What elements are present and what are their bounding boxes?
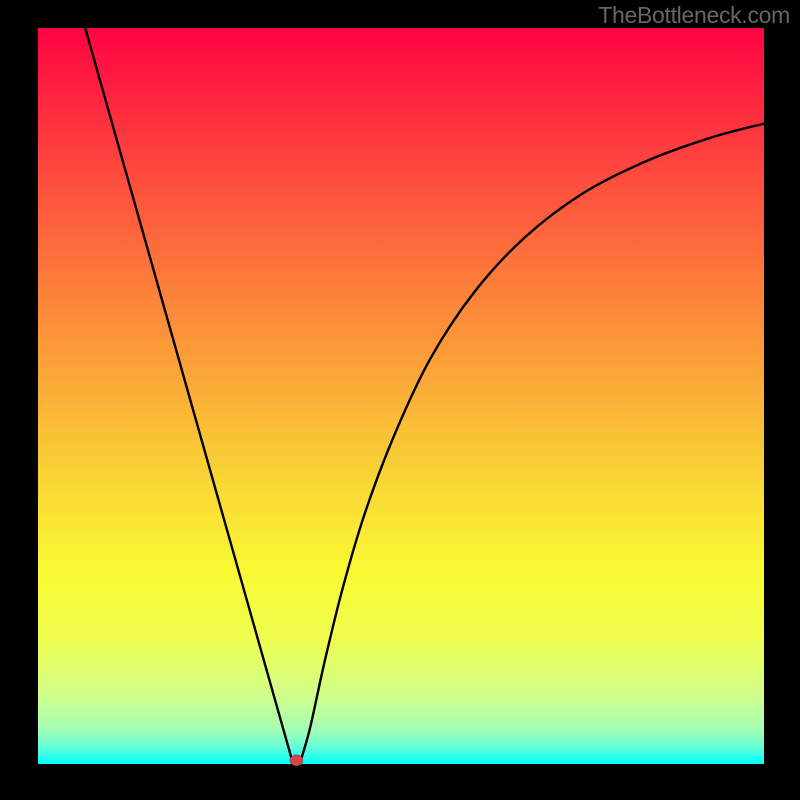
chart-container: TheBottleneck.com xyxy=(0,0,800,800)
plot-background xyxy=(38,28,764,764)
watermark-text: TheBottleneck.com xyxy=(598,2,790,29)
chart-svg xyxy=(0,0,800,800)
minimum-marker xyxy=(290,755,303,766)
